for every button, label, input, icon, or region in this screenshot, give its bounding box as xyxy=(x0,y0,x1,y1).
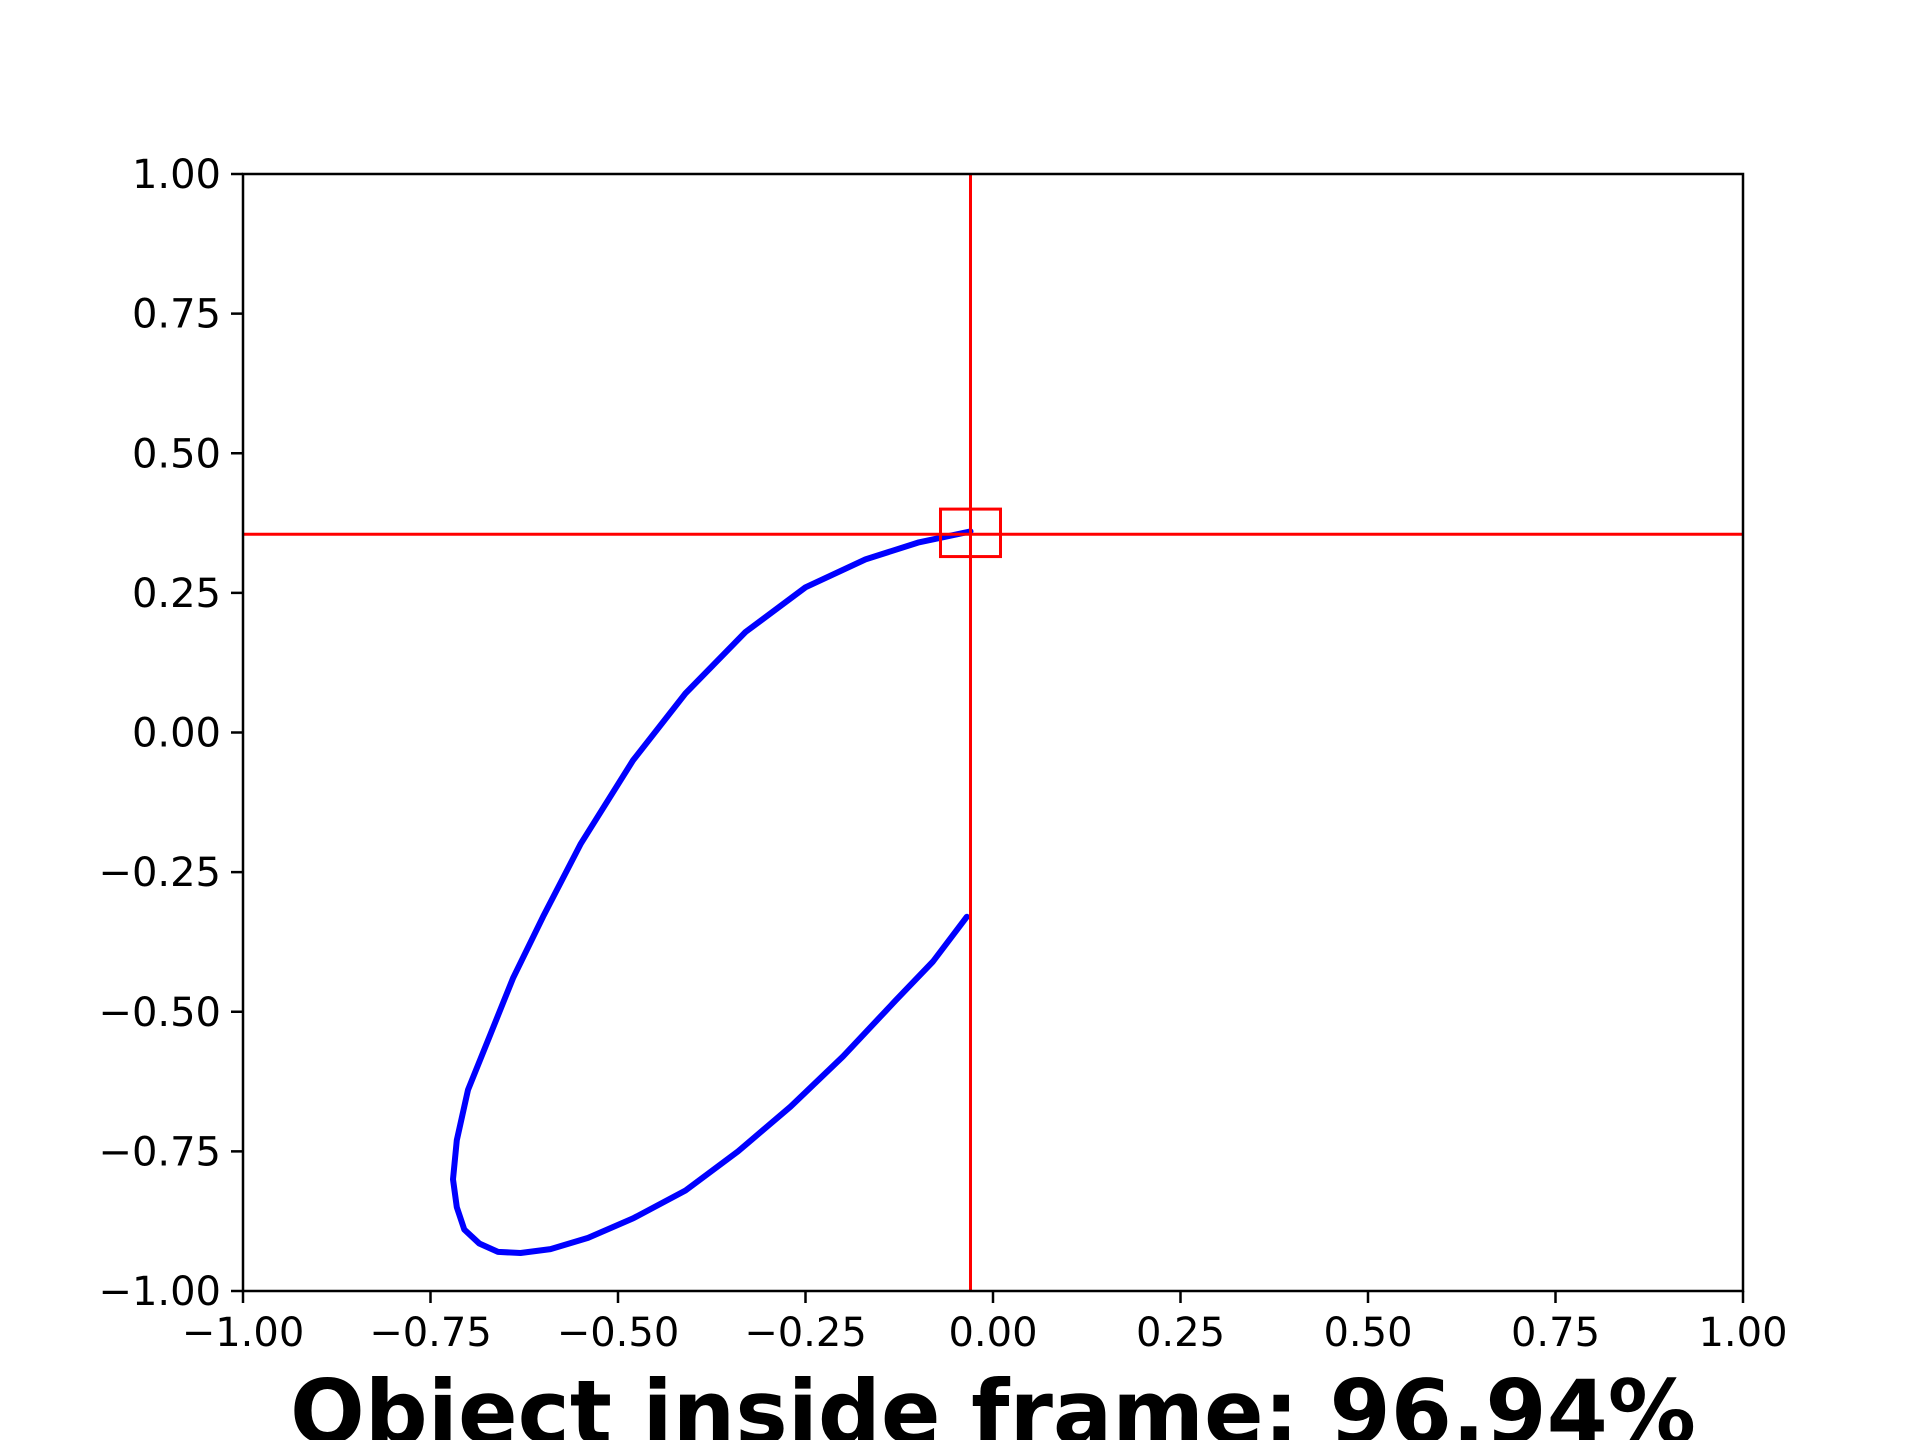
y-tick-label: 1.00 xyxy=(132,152,221,198)
y-axis-ticks: 1.00 0.75 0.50 0.25 0.00 −0.25 −0.50 −0.75 −1.00 xyxy=(98,152,243,1315)
x-tick-label: 0.75 xyxy=(1511,1310,1600,1356)
y-tick-label: 0.25 xyxy=(132,571,221,617)
x-tick-label: 0.50 xyxy=(1323,1310,1412,1356)
x-tick-label: −0.50 xyxy=(557,1310,680,1356)
x-tick-label: 1.00 xyxy=(1698,1310,1787,1356)
x-tick-label: 0.00 xyxy=(948,1310,1037,1356)
axes-frame xyxy=(241,172,1745,1293)
x-tick-label: −0.25 xyxy=(744,1310,867,1356)
target-marker-box xyxy=(939,507,1002,559)
y-tick-label: −0.50 xyxy=(98,990,221,1036)
x-axis-label: Object inside frame: 96.94% xyxy=(290,1361,1696,1440)
x-tick-label: 0.25 xyxy=(1136,1310,1225,1356)
plot-area xyxy=(243,174,1743,1291)
trajectory-series-line-0 xyxy=(450,528,974,1256)
y-tick-label: 0.00 xyxy=(132,711,221,757)
y-tick-label: 0.75 xyxy=(132,292,221,338)
y-tick-label: −1.00 xyxy=(98,1269,221,1315)
x-tick-label: −0.75 xyxy=(369,1310,492,1356)
x-tick-label: −1.00 xyxy=(182,1310,305,1356)
y-tick-label: 0.50 xyxy=(132,431,221,477)
y-tick-label: −0.75 xyxy=(98,1129,221,1175)
y-tick-label: −0.25 xyxy=(98,850,221,896)
x-axis-ticks: −1.00 −0.75 −0.50 −0.25 0.00 0.25 0.50 0.75 1.00 xyxy=(182,1291,1788,1356)
